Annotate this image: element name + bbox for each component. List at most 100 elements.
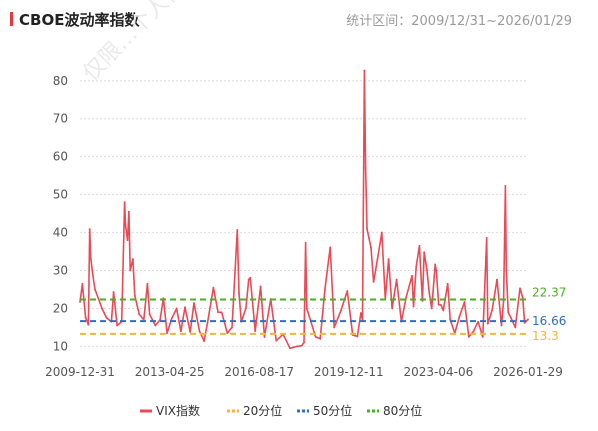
vix-data-point <box>319 337 322 340</box>
vix-data-point <box>412 305 415 308</box>
vix-data-point <box>245 307 247 310</box>
vix-data-point <box>527 318 529 321</box>
vix-data-point <box>133 294 136 297</box>
vix-data-point <box>514 326 517 329</box>
vix-data-point <box>387 258 390 261</box>
vix-data-point <box>467 336 470 338</box>
y-tick-label: 60 <box>53 150 68 164</box>
vix-data-point <box>101 307 103 310</box>
vix-data-point <box>259 285 262 288</box>
y-tick-label: 50 <box>53 188 68 202</box>
vix-data-point <box>446 282 449 285</box>
vix-data-point <box>304 241 307 244</box>
vix-data-point <box>198 330 201 333</box>
legend-label: 80分位 <box>383 403 422 418</box>
vix-data-point <box>370 246 372 249</box>
legend-item-2[interactable]: 20分位 <box>227 403 282 418</box>
legend[interactable]: VIX指数 20分位 50分位 80分位 <box>140 403 422 418</box>
vix-data-point <box>418 244 421 247</box>
vix-data-point <box>217 311 219 314</box>
vix-data-point <box>203 340 206 342</box>
vix-data-point <box>231 326 233 329</box>
vix-data-point <box>314 336 317 338</box>
vix-data-point <box>238 292 240 295</box>
vix-data-point <box>300 344 303 347</box>
reference-label-1: 13.3 <box>532 329 559 343</box>
vix-data-point <box>249 276 252 279</box>
vix-data-point <box>193 302 195 305</box>
vix-data-point <box>372 280 375 283</box>
date-range-label: 统计区间：2009/12/31~2026/01/29 <box>346 14 572 29</box>
vix-data-point <box>510 317 512 319</box>
y-tick-label: 10 <box>53 339 68 353</box>
x-tick-label: 2023-04-06 <box>404 365 474 379</box>
vix-data-point <box>89 256 92 259</box>
vix-data-point <box>391 307 394 310</box>
vix-data-point <box>363 69 366 72</box>
vix-data-point <box>94 288 96 291</box>
vix-data-point <box>458 315 461 318</box>
vix-data-point <box>426 269 428 272</box>
vix-data-point <box>485 236 488 239</box>
reference-label-2: 16.66 <box>532 314 566 328</box>
vix-data-point <box>263 336 266 338</box>
legend-item-1[interactable]: VIX指数 <box>140 403 200 418</box>
vix-data-point <box>116 324 118 327</box>
vix-data-point <box>97 298 100 300</box>
vix-data-point <box>87 323 90 326</box>
legend-item-3[interactable]: 50分位 <box>297 403 352 418</box>
vix-data-point <box>123 201 126 204</box>
vix-data-point <box>333 326 336 329</box>
vix-data-point <box>405 296 408 298</box>
vix-data-point <box>376 258 379 261</box>
vix-data-point <box>124 224 127 226</box>
y-tick-label: 40 <box>53 226 68 240</box>
title-accent-bar <box>10 12 13 26</box>
vix-data-point <box>463 301 466 303</box>
watermark-text: 仅限…个人使用 <box>79 0 206 86</box>
x-axis-ticks: 2009-12-31 2013-04-25 2016-08-17 2019-12-11… <box>45 365 563 379</box>
vix-data-point <box>504 184 507 187</box>
vix-data-point <box>496 278 498 281</box>
x-tick-label: 2009-12-31 <box>45 365 115 379</box>
reference-lines: 13.316.66 22.37 <box>80 285 566 343</box>
vix-data-point <box>521 296 524 298</box>
vix-data-point <box>132 258 134 261</box>
legend-label: VIX指数 <box>156 403 200 418</box>
vix-data-point <box>88 228 91 231</box>
vix-data-point <box>500 324 503 327</box>
vix-data-point <box>247 278 250 281</box>
vix-data-point <box>329 246 332 249</box>
vix-data-point <box>346 290 349 292</box>
vix-data-point <box>323 288 326 291</box>
vix-data-point <box>236 229 239 231</box>
vix-data-point <box>91 273 94 276</box>
vix-data-point <box>170 317 173 320</box>
legend-item-4[interactable]: 80分位 <box>367 403 422 418</box>
vix-data-point <box>380 231 383 234</box>
vix-data-point <box>364 167 367 169</box>
vix-data-point <box>105 317 108 319</box>
x-tick-label: 2013-04-25 <box>135 365 205 379</box>
x-tick-label: 2016-08-17 <box>224 365 294 379</box>
vix-data-point <box>442 309 445 312</box>
vix-series-line <box>79 69 529 350</box>
vix-data-point <box>79 301 81 303</box>
vix-data-point <box>415 265 418 268</box>
vix-data-point <box>437 303 440 306</box>
vix-data-point <box>303 341 305 344</box>
vix-data-point <box>395 278 398 281</box>
vix-data-point <box>477 320 480 323</box>
vix-data-point <box>138 313 141 316</box>
chart-title: CBOE波动率指数 <box>19 10 140 29</box>
vix-data-point <box>440 304 442 306</box>
vix-data-point <box>356 335 359 338</box>
vix-data-point <box>360 312 362 314</box>
vix-data-point <box>166 332 169 335</box>
vix-data-point <box>220 311 223 314</box>
vix-data-point <box>148 313 151 316</box>
x-tick-label: 2019-12-11 <box>314 365 384 379</box>
vix-data-point <box>296 345 298 348</box>
vix-data-point <box>81 282 84 285</box>
